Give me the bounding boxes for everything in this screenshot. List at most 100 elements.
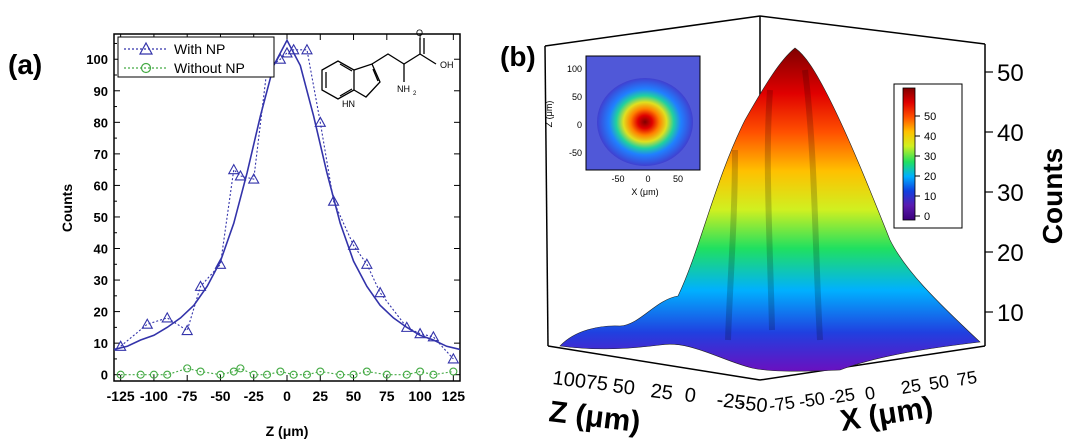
inset-y-title: Z (μm) [544, 101, 554, 128]
without-np-point [316, 367, 325, 376]
without-np-point [196, 367, 205, 376]
y-tick-label: 100 [86, 52, 108, 67]
without-np-point [262, 370, 272, 379]
without-np-point [249, 370, 258, 379]
x-tick-label: -125 [107, 388, 135, 404]
x-tick-label: -75 [177, 388, 197, 404]
heatmap-frame [585, 55, 701, 171]
svg-text:2: 2 [413, 91, 417, 97]
colorbar-tick-label: 20 [924, 171, 936, 183]
inset-x-title: X (μm) [631, 187, 658, 197]
with-np-point [141, 318, 154, 329]
heatmap-hotspot [597, 78, 693, 166]
panel-a-x-axis-title: Z (μm) [266, 423, 309, 439]
y-tick-label: 70 [94, 147, 108, 162]
x-axis-tick-label: 50 [927, 371, 950, 394]
legend-circle-marker [140, 62, 152, 74]
x-axis-tick-label: -50 [797, 388, 826, 412]
with-np-point [181, 324, 194, 336]
panel-a-y-axis-title: Counts [59, 184, 75, 232]
z-axis-tick-label: 25 [649, 380, 674, 405]
y-tick-label: 0 [101, 368, 108, 383]
with-np-point [347, 239, 360, 250]
legend-box [117, 36, 275, 78]
colorbar-tick-label: 30 [924, 151, 936, 163]
without-np-point [449, 367, 458, 376]
y-tick-label: 50 [94, 210, 108, 225]
without-np-point [336, 370, 345, 379]
with-np-point [327, 195, 340, 206]
panel-a-label: (a) [8, 49, 42, 80]
svg-text:O: O [416, 28, 423, 38]
colorbar-gradient [902, 87, 916, 221]
inset-y-tick-label: 100 [567, 64, 582, 74]
without-np-point [163, 370, 172, 379]
without-np-point [136, 370, 145, 379]
tryptophan-structure-drawing: OH O HN NH 2 [321, 28, 454, 109]
panel-a-chart: -125 -100 -75 -50 -25 0 25 50 75 100 125 0 10 20 30 40 5… [59, 28, 465, 439]
x-tick-label: 125 [442, 388, 466, 404]
without-np-point [416, 367, 425, 376]
with-np-point [447, 352, 460, 364]
with-np-point [314, 116, 327, 127]
svg-text:NH: NH [397, 84, 410, 94]
without-np-point [402, 370, 411, 379]
x-tick-label: 50 [346, 388, 362, 404]
z-axis-tick-label: 50 [611, 375, 636, 400]
x-tick-label: -50 [210, 388, 230, 404]
with-np-point [247, 172, 260, 184]
without-np-point [302, 370, 312, 379]
panel-b-z-axis-ticks: 10075 50 25 0 -25-50 [551, 367, 768, 417]
counts-tick-label: 10 [997, 300, 1024, 327]
x-tick-label: 0 [283, 388, 291, 404]
x-axis-tick-label: 0 [863, 383, 876, 404]
panel-a-legend: With NP Without NP [117, 36, 275, 78]
legend-without-np-label: Without NP [174, 60, 245, 76]
legend-with-np-label: With NP [174, 41, 225, 57]
with-np-point [234, 169, 247, 181]
inset-x-tick-label: -50 [611, 174, 624, 184]
inset-y-tick-label: 50 [572, 92, 582, 102]
with-np-point [227, 163, 240, 175]
x-tick-label: 100 [408, 388, 432, 404]
without-np-point [276, 367, 285, 376]
z-axis-tick-label: 10075 [551, 367, 609, 396]
with-np-point [301, 43, 313, 55]
panel-b-counts-title: Counts [1037, 148, 1068, 244]
without-np-point [382, 370, 391, 379]
series-line [120, 367, 454, 376]
y-tick-label: 10 [94, 336, 108, 351]
panel-b-colorbar: 0 10 20 30 40 50 [893, 83, 963, 229]
with-np-point [214, 258, 227, 269]
x-tick-label: 75 [379, 388, 395, 404]
panel-b-inset-heatmap: -50 0 50 100 50 0 -50 X (μm) Z (μm) [544, 55, 701, 197]
z-axis-tick-label: 0 [683, 384, 697, 407]
panel-a-ticks: -125 -100 -75 -50 -25 0 25 50 75 100 125 0 10 20 30 40 5… [86, 34, 465, 404]
inset-y-tick-label: -50 [569, 148, 582, 158]
colorbar-tick-label: 10 [924, 191, 936, 203]
x-axis-tick-label: -75 [767, 392, 796, 416]
with-np-point [161, 311, 174, 323]
fit-curve [113, 38, 461, 351]
series-line [120, 49, 454, 360]
counts-surface [559, 47, 981, 372]
x-axis-tick-label: 75 [955, 367, 978, 390]
without-np-point [289, 370, 298, 379]
colorbar-tick-label: 40 [924, 131, 936, 143]
x-tick-label: -25 [244, 388, 264, 404]
panel-b-counts-axis: 10 20 30 40 50 [985, 60, 1024, 327]
with-np-point [194, 280, 207, 291]
x-tick-label: -100 [140, 388, 168, 404]
z-axis-tick-label: -50 [737, 392, 768, 417]
counts-tick-label: 20 [997, 240, 1024, 267]
legend-triangle-marker [138, 41, 154, 55]
without-np-point [236, 364, 245, 373]
panel-b-z-axis-title: Z (μm) [547, 395, 642, 439]
inset-x-tick-label: 50 [673, 174, 683, 184]
panel-b-label: (b) [500, 41, 536, 72]
without-np-point [216, 370, 225, 379]
without-np-point [116, 370, 125, 379]
without-np-point [149, 370, 158, 379]
z-axis-tick-label: -25 [715, 389, 746, 414]
